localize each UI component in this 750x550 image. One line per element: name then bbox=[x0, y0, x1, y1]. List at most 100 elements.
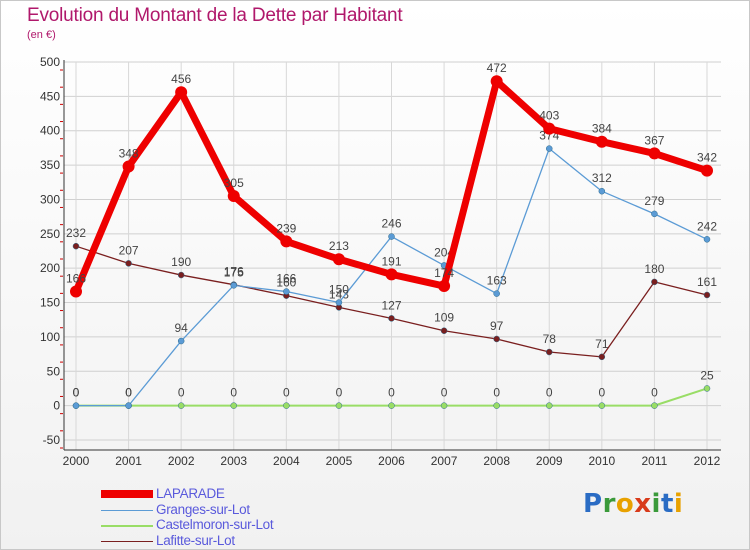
data-label-lafitte-sur-lot: 180 bbox=[644, 262, 664, 276]
data-label-granges-sur-lot: 163 bbox=[487, 274, 507, 288]
data-label-castelmoron-sur-lot: 0 bbox=[73, 386, 80, 400]
legend-swatch bbox=[101, 490, 153, 498]
data-point-laparade bbox=[175, 86, 188, 99]
data-point-granges-sur-lot bbox=[651, 210, 658, 218]
data-label-lafitte-sur-lot: 207 bbox=[119, 243, 139, 257]
chart-title: Evolution du Montant de la Dette par Hab… bbox=[27, 5, 403, 26]
data-point-lafitte-sur-lot bbox=[493, 335, 500, 343]
data-label-castelmoron-sur-lot: 0 bbox=[651, 386, 658, 400]
y-tick-label: 200 bbox=[40, 261, 60, 275]
data-label-lafitte-sur-lot: 160 bbox=[276, 276, 296, 290]
data-label-laparade: 403 bbox=[539, 109, 559, 123]
data-label-laparade: 367 bbox=[644, 133, 664, 147]
data-label-granges-sur-lot: 312 bbox=[592, 171, 612, 185]
y-tick-label: 500 bbox=[40, 55, 60, 69]
data-label-laparade: 174 bbox=[434, 266, 454, 280]
y-tick-label: 0 bbox=[53, 399, 60, 413]
data-point-laparade bbox=[701, 164, 713, 177]
data-label-laparade: 456 bbox=[171, 72, 191, 86]
data-label-lafitte-sur-lot: 161 bbox=[697, 275, 717, 289]
data-point-lafitte-sur-lot bbox=[388, 315, 395, 322]
data-label-lafitte-sur-lot: 78 bbox=[543, 332, 557, 346]
data-point-lafitte-sur-lot bbox=[598, 353, 606, 361]
data-point-laparade bbox=[648, 147, 661, 160]
data-label-granges-sur-lot: 242 bbox=[697, 219, 717, 233]
data-point-lafitte-sur-lot bbox=[546, 348, 553, 356]
data-point-lafitte-sur-lot bbox=[651, 278, 658, 286]
data-point-granges-sur-lot bbox=[125, 402, 132, 409]
legend-label: LAPARADE bbox=[156, 486, 225, 501]
x-tick-label: 2005 bbox=[326, 454, 353, 468]
data-label-castelmoron-sur-lot: 0 bbox=[493, 386, 500, 400]
data-point-castelmoron-sur-lot bbox=[493, 402, 500, 409]
data-point-laparade bbox=[332, 253, 345, 266]
data-label-granges-sur-lot: 0 bbox=[73, 386, 80, 400]
y-tick-label: 300 bbox=[40, 192, 60, 206]
data-label-laparade: 213 bbox=[329, 239, 349, 253]
data-point-castelmoron-sur-lot bbox=[598, 402, 606, 409]
legend-label: Granges-sur-Lot bbox=[156, 501, 250, 517]
legend-label: Lafitte-sur-Lot bbox=[156, 532, 235, 548]
data-point-granges-sur-lot bbox=[703, 236, 711, 243]
legend-swatch bbox=[101, 509, 153, 511]
data-label-castelmoron-sur-lot: 0 bbox=[546, 386, 553, 400]
x-tick-label: 2003 bbox=[220, 454, 247, 468]
x-tick-label: 2004 bbox=[273, 454, 300, 468]
data-label-laparade: 305 bbox=[224, 176, 244, 190]
x-tick-label: 2001 bbox=[115, 454, 142, 468]
data-point-granges-sur-lot bbox=[598, 187, 606, 195]
data-label-castelmoron-sur-lot: 0 bbox=[336, 386, 343, 400]
proxiti-logo: Proxiti bbox=[583, 489, 684, 519]
data-point-laparade bbox=[543, 122, 556, 135]
data-point-castelmoron-sur-lot bbox=[703, 385, 711, 392]
data-point-lafitte-sur-lot bbox=[440, 327, 448, 334]
data-label-lafitte-sur-lot: 97 bbox=[490, 319, 504, 333]
data-label-lafitte-sur-lot: 71 bbox=[595, 337, 609, 351]
y-tick-label: 350 bbox=[40, 158, 60, 172]
data-label-granges-sur-lot: 246 bbox=[381, 217, 401, 231]
legend-label: Castelmoron-sur-Lot bbox=[156, 517, 274, 532]
data-point-granges-sur-lot bbox=[230, 282, 237, 289]
y-tick-label: 250 bbox=[40, 227, 60, 241]
data-label-castelmoron-sur-lot: 25 bbox=[700, 368, 714, 382]
data-label-granges-sur-lot: 166 bbox=[276, 272, 296, 286]
data-point-laparade bbox=[70, 285, 82, 298]
y-tick-label: 150 bbox=[40, 296, 60, 310]
data-point-laparade bbox=[490, 75, 503, 88]
data-label-castelmoron-sur-lot: 0 bbox=[388, 386, 395, 400]
x-tick-label: 2011 bbox=[642, 454, 668, 468]
data-point-laparade bbox=[438, 280, 451, 293]
data-label-granges-sur-lot: 150 bbox=[329, 283, 349, 297]
legend-swatch bbox=[101, 540, 153, 542]
data-point-castelmoron-sur-lot bbox=[651, 402, 658, 409]
data-label-laparade: 191 bbox=[381, 254, 401, 268]
x-tick-label: 2007 bbox=[431, 454, 458, 468]
data-label-laparade: 472 bbox=[487, 61, 507, 75]
data-point-castelmoron-sur-lot bbox=[335, 402, 343, 409]
y-tick-label: 450 bbox=[40, 89, 60, 103]
x-tick-label: 2000 bbox=[63, 454, 90, 468]
data-point-granges-sur-lot bbox=[546, 145, 553, 152]
data-label-castelmoron-sur-lot: 0 bbox=[283, 386, 290, 400]
data-label-castelmoron-sur-lot: 0 bbox=[178, 386, 185, 400]
data-point-granges-sur-lot bbox=[177, 337, 185, 345]
data-label-laparade: 348 bbox=[119, 146, 139, 160]
data-point-granges-sur-lot bbox=[335, 299, 343, 306]
data-point-laparade bbox=[122, 160, 135, 173]
data-point-castelmoron-sur-lot bbox=[388, 402, 395, 409]
x-tick-label: 2006 bbox=[378, 454, 405, 468]
x-tick-label: 2010 bbox=[588, 454, 615, 468]
data-point-lafitte-sur-lot bbox=[125, 260, 132, 267]
data-label-granges-sur-lot: 0 bbox=[125, 386, 132, 400]
data-label-lafitte-sur-lot: 232 bbox=[66, 226, 86, 240]
x-tick-label: 2008 bbox=[483, 454, 510, 468]
data-point-granges-sur-lot bbox=[72, 402, 80, 409]
data-label-castelmoron-sur-lot: 0 bbox=[441, 386, 448, 400]
data-label-granges-sur-lot: 175 bbox=[224, 265, 244, 279]
data-point-laparade bbox=[385, 268, 398, 281]
x-tick-label: 2012 bbox=[694, 454, 721, 468]
data-label-lafitte-sur-lot: 127 bbox=[381, 298, 401, 312]
data-point-laparade bbox=[227, 190, 240, 203]
